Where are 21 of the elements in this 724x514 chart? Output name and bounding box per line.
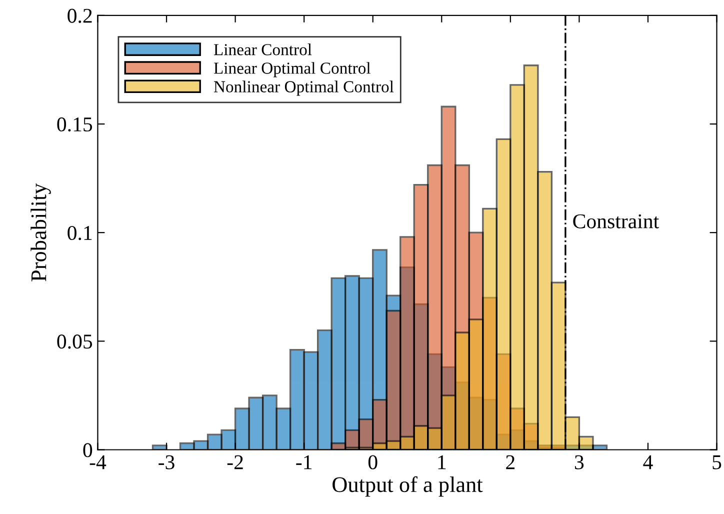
- legend-label: Nonlinear Optimal Control: [214, 80, 394, 96]
- x-tick-label: -4: [90, 455, 106, 470]
- x-tick-label: -2: [227, 455, 243, 470]
- y-tick-label: 0.2: [68, 8, 92, 23]
- legend-label: Linear Optimal Control: [214, 62, 370, 78]
- y-tick-label: 0.05: [57, 334, 92, 349]
- y-tick-label: 0: [83, 443, 92, 458]
- x-tick-label: 2: [506, 455, 514, 470]
- y-tick-label: 0.1: [68, 226, 92, 240]
- y-axis-title: Probability: [30, 183, 51, 282]
- x-tick-label: 5: [712, 455, 722, 470]
- x-tick-label: 3: [574, 455, 584, 470]
- x-tick-label: -1: [296, 455, 312, 470]
- legend-label: Linear Control: [214, 44, 312, 56]
- ref-line-label: Constraint: [573, 214, 660, 228]
- x-axis-title: Output of a plant: [332, 476, 483, 497]
- x-tick-label: 4: [643, 455, 653, 470]
- x-tick-label: -3: [158, 455, 174, 470]
- x-tick-label: 0: [368, 455, 378, 470]
- x-tick-label: 1: [438, 455, 446, 470]
- y-tick-label: 0.15: [57, 117, 92, 132]
